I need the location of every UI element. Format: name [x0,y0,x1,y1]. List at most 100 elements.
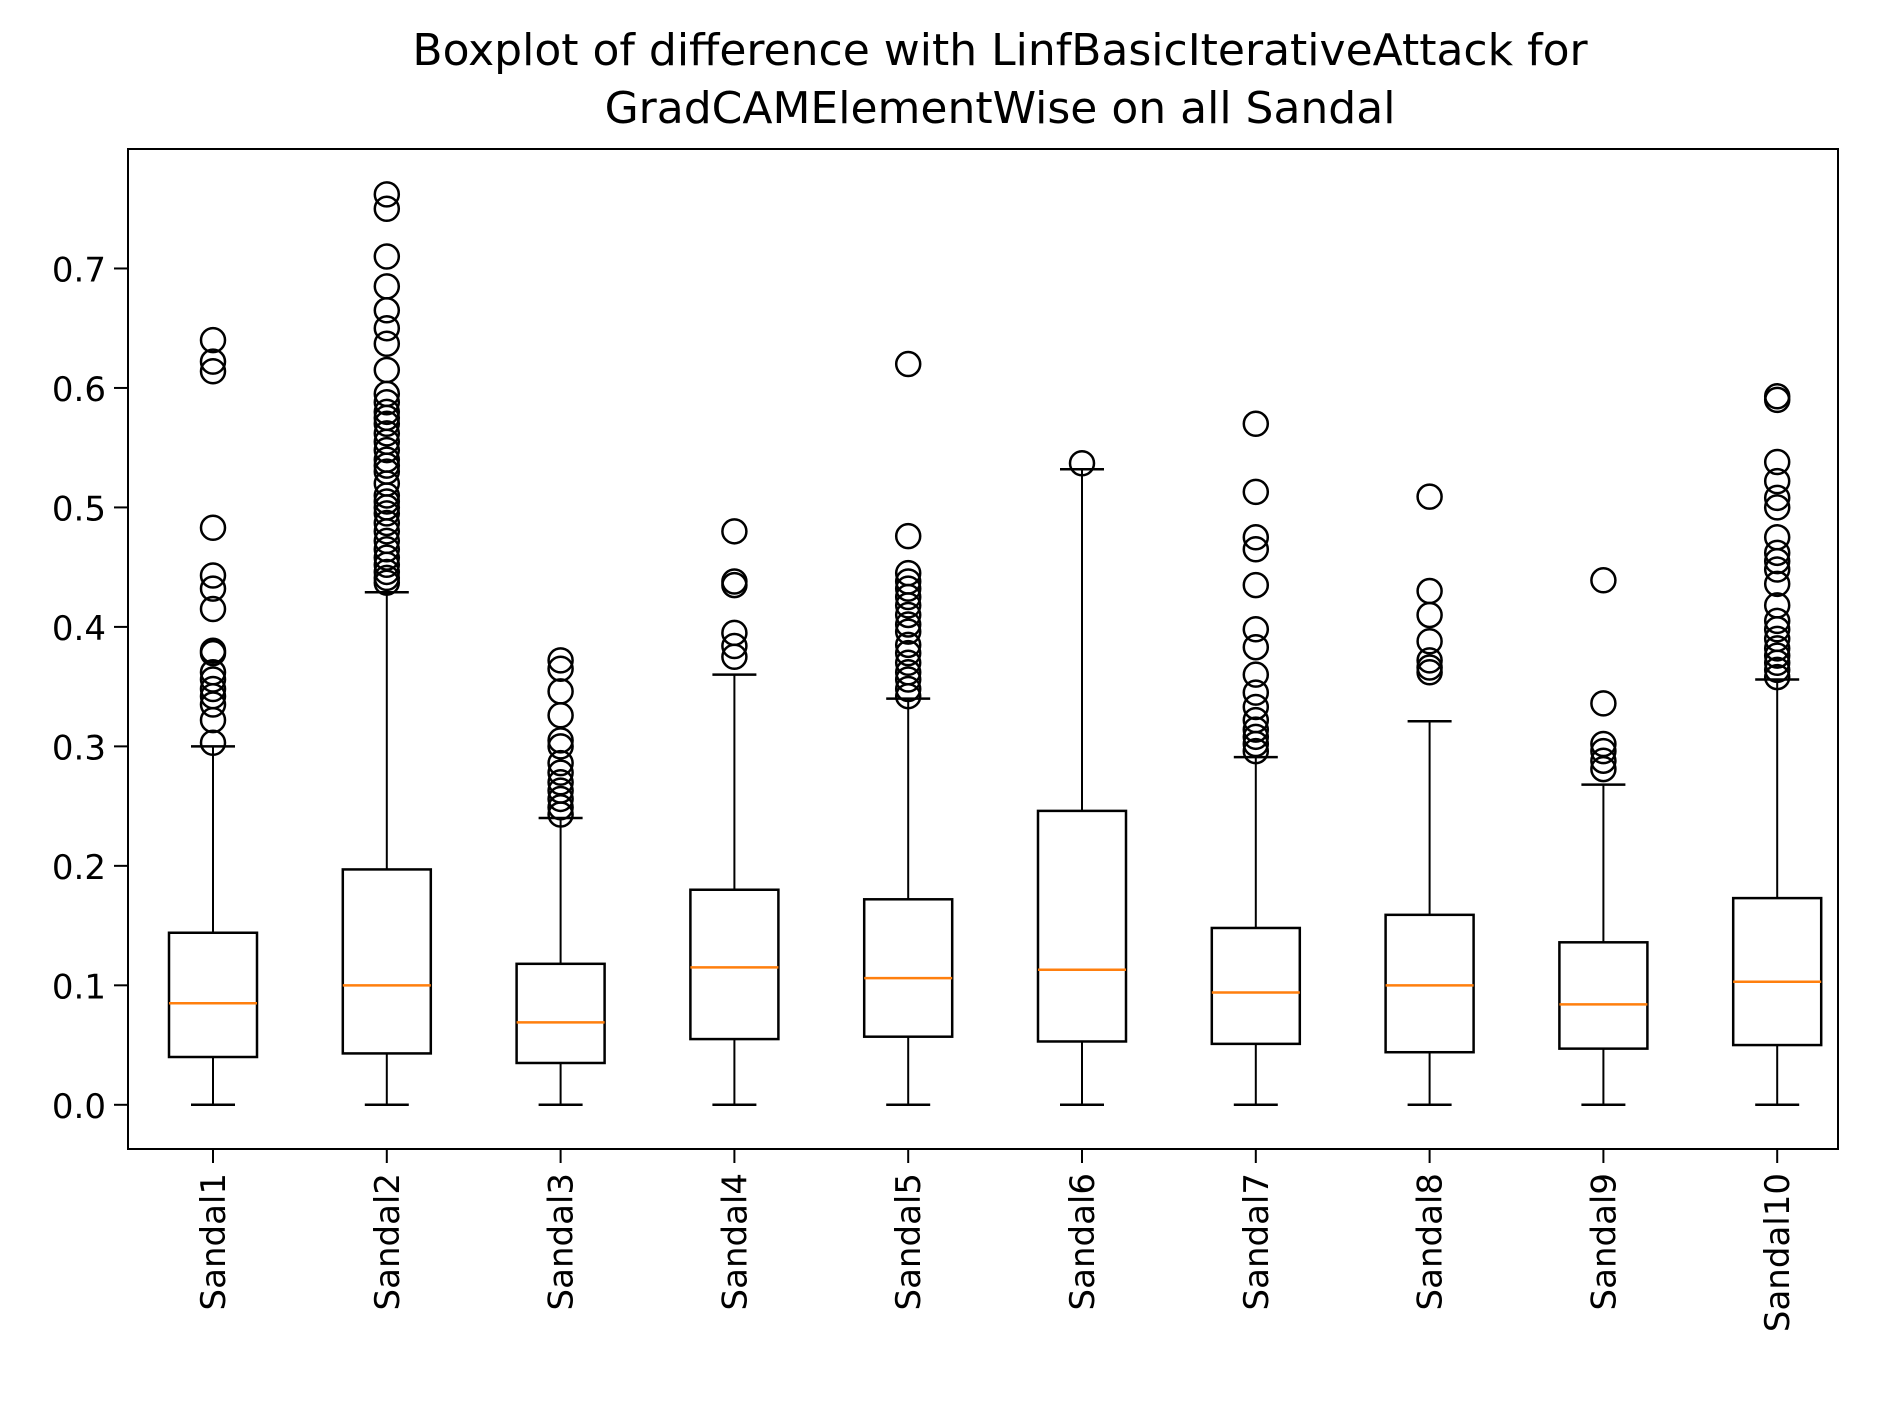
outlier-point [373,181,401,208]
outlier-point [547,759,574,786]
outlier-point [1416,654,1443,681]
iqr-box [1384,913,1475,1054]
chart-title-line-1: Boxplot of difference with LinfBasicIter… [412,25,1588,76]
outlier-point [1416,627,1443,655]
box-group-sandal7: Sandal7 [1210,410,1302,1310]
outlier-point [894,611,922,638]
outlier-point [1242,716,1270,743]
outlier-point [1763,556,1791,583]
outlier-point [373,446,401,473]
outlier-point [894,568,922,595]
plot-area: 0.0 0.1 0.2 0.3 0.4 0.5 0.6 0.7 Sandal1 Sandal2 Sa… [52,181,1823,1332]
outlier-point [1242,679,1270,706]
outlier-point [199,666,227,693]
outlier-point [373,243,401,270]
outlier-point [1590,747,1617,774]
outlier-point [547,727,574,754]
outlier-point [1242,737,1270,765]
outlier-point [1590,730,1617,758]
outlier-point [721,619,748,647]
outlier-point [1590,690,1617,717]
outlier-point [1242,693,1270,721]
outlier-point [199,348,227,375]
outlier-point [1242,524,1270,551]
x-tick-label: Sandal10 [1758,1173,1798,1332]
outlier-point [894,559,922,587]
outlier-point [894,649,922,676]
iqr-box [341,868,433,1055]
outlier-point [894,675,922,703]
outlier-point [1590,737,1617,765]
outlier-point [373,500,401,527]
outlier-point [894,575,922,602]
outlier-point [373,389,401,416]
outlier-point [199,326,227,354]
outlier-point [373,420,401,447]
outlier-point [373,195,401,222]
outlier-point [547,655,574,682]
outlier-point [894,618,922,645]
outlier-point [547,733,574,760]
chart-title-line-2: GradCAMElementWise on all Sandal [605,83,1396,134]
y-tick-label: 0.3 [52,728,106,768]
outlier-point [1763,467,1791,495]
outlier-point [373,410,401,438]
outlier-point [373,356,401,384]
outlier-point [373,297,401,324]
outlier-point [199,575,227,602]
outlier-point [894,522,922,550]
x-tick-label: Sandal4 [715,1173,755,1310]
outlier-point [1242,723,1270,751]
outlier-point [199,659,227,686]
outlier-point [1763,494,1791,521]
outlier-point [1590,567,1617,594]
outlier-point [1763,656,1791,684]
box-group-sandal3: Sandal3 [515,647,606,1310]
outlier-point [547,777,574,804]
outlier-point [373,436,401,464]
outlier-point [1763,642,1791,669]
outlier-point [373,398,401,426]
outlier-point [1242,410,1270,438]
outlier-point [547,785,574,813]
outlier-point [199,637,227,665]
outlier-point [1763,607,1791,635]
outlier-point [894,659,922,686]
y-tick-label: 0.5 [52,489,106,529]
outlier-point [373,488,401,515]
x-tick-label: Sandal9 [1584,1173,1624,1310]
outlier-point [1763,383,1791,410]
outlier-point [199,729,227,757]
outlier-point [1242,535,1270,563]
outlier-point [1242,706,1270,734]
axes-frame [127,148,1839,1150]
outlier-point [1763,663,1791,691]
iqr-box [1036,809,1128,1043]
box-group-sandal9: Sandal9 [1558,567,1649,1310]
box-group-sandal8: Sandal8 [1384,483,1475,1310]
outlier-point [894,601,922,629]
outlier-point [373,544,401,571]
outlier-point [373,458,401,485]
outlier-point [373,527,401,555]
outlier-point [373,509,401,537]
outlier-point [199,357,227,385]
outlier-point [373,314,401,342]
x-tick-label: Sandal6 [1063,1173,1103,1310]
box-group-sandal6: Sandal6 [1036,449,1128,1310]
outlier-point [1763,592,1791,619]
x-tick-label: Sandal1 [194,1173,234,1310]
iqr-box [1210,926,1302,1046]
outlier-point [1763,625,1791,653]
outlier-point [199,562,227,589]
outlier-point [1242,478,1270,506]
iqr-box [1558,941,1649,1050]
outlier-point [1763,635,1791,662]
outlier-point [1763,484,1791,512]
y-tick-label: 0.0 [52,1087,106,1127]
outlier-point [547,749,574,777]
outlier-point [1242,616,1270,643]
outlier-point [199,675,227,703]
